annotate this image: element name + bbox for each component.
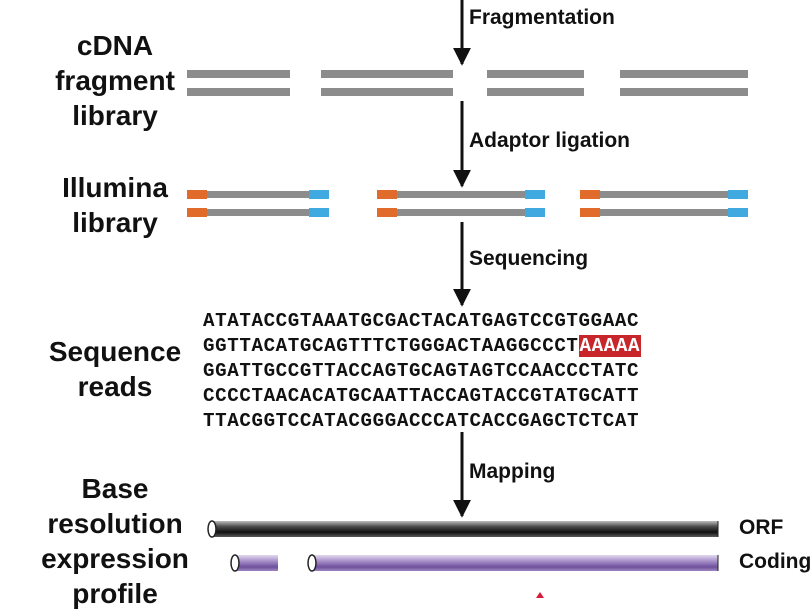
read-bases: GGTTACATGCAGTTTCTGGGACTAAGGCCCT (203, 335, 579, 357)
orf-label: ORF (739, 516, 784, 539)
read-bases: CCCCTAACACATGCAATTACCAGTACCGTATGCATT (203, 385, 640, 407)
stage-label-line: library (72, 100, 158, 131)
polya-tail-highlight: AAAAA (578, 335, 642, 357)
stage-label-line: fragment (55, 65, 175, 96)
step-label-fragmentation: Fragmentation (469, 6, 615, 29)
stage-label-line: reads (77, 371, 153, 402)
read-bases: ATATACCGTAAATGCGACTACATGAGTCCGTGGAAC (203, 310, 640, 332)
stage-label-line: Sequence (48, 336, 182, 367)
partial-marker (536, 592, 544, 598)
coding-track (230, 554, 719, 572)
step-label-mapping: Mapping (469, 460, 556, 483)
cdna-fragment (187, 88, 290, 96)
stage-label-line: library (72, 207, 158, 238)
illumina-fragment (187, 190, 329, 217)
sequence-read: GGATTGCCGTTACCAGTGCAGTAGTCCAACCCTATC (203, 359, 639, 383)
stage-label-line: cDNA (76, 30, 154, 61)
sequence-read: GGTTACATGCAGTTTCTGGGACTAAGGCCCTAAAAA (203, 334, 642, 358)
stage-label-line: Illumina (62, 172, 168, 203)
cdna-fragment (487, 70, 584, 78)
cdna-fragment (487, 88, 584, 96)
cdna-fragment (321, 70, 453, 78)
stage-label-expression: Base resolution expression profile (22, 471, 208, 611)
sequence-read: TTACGGTCCATACGGGACCCATCACCGAGCTCTCAT (203, 409, 639, 433)
read-bases: TTACGGTCCATACGGGACCCATCACCGAGCTCTCAT (203, 410, 640, 432)
stage-label-illumina: Illumina library (40, 170, 190, 240)
stage-label-reads: Sequence reads (40, 334, 190, 404)
stage-label-line: resolution (47, 508, 183, 539)
cdna-fragment (620, 88, 748, 96)
sequence-read: ATATACCGTAAATGCGACTACATGAGTCCGTGGAAC (203, 309, 639, 333)
illumina-fragment (377, 190, 545, 217)
illumina-fragment (580, 190, 748, 217)
cdna-fragment (187, 70, 290, 78)
stage-label-line: profile (72, 578, 158, 609)
cdna-fragment (620, 70, 748, 78)
cdna-fragments (187, 70, 748, 96)
sequence-read: CCCCTAACACATGCAATTACCAGTACCGTATGCATT (203, 384, 639, 408)
orf-track (207, 520, 719, 538)
coding-label: Coding (739, 550, 810, 573)
stage-label-line: Base (81, 473, 149, 504)
diagram-canvas (187, 0, 748, 598)
stage-label-line: expression (41, 543, 189, 574)
read-bases: GGATTGCCGTTACCAGTGCAGTAGTCCAACCCTATC (203, 360, 640, 382)
step-label-adaptor-ligation: Adaptor ligation (469, 129, 630, 152)
step-label-sequencing: Sequencing (469, 247, 589, 270)
cdna-fragment (321, 88, 453, 96)
stage-label-cdna: cDNA fragment library (40, 28, 190, 133)
illumina-fragments (187, 190, 748, 217)
